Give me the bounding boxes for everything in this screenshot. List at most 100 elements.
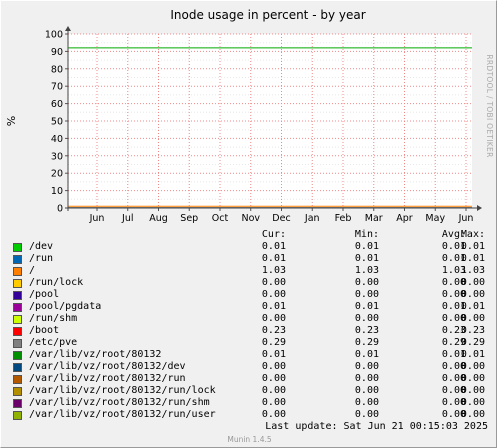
legend-cur-value: 0.00	[261, 361, 286, 372]
legend-min-value: 0.00	[354, 409, 379, 420]
legend-cur-value: 0.00	[261, 277, 286, 288]
x-tick-label: Dec	[272, 213, 290, 224]
legend-cur-value: 0.00	[261, 289, 286, 300]
y-tick-label: 60	[51, 99, 63, 110]
x-tick-label: Mar	[365, 213, 383, 224]
legend-max-value: 0.29	[460, 337, 485, 348]
legend-avg-value: 0.01	[441, 301, 466, 312]
x-tick-label: Sep	[180, 213, 198, 224]
legend-label: /run/shm	[29, 313, 78, 324]
legend-label: /run	[29, 253, 54, 264]
y-tick-label: 50	[51, 117, 63, 128]
legend-min-value: 0.01	[354, 253, 379, 264]
legend-swatch	[13, 339, 22, 348]
y-tick-label: 70	[51, 82, 63, 93]
legend-swatch	[13, 267, 22, 276]
y-tick-label: 20	[51, 169, 63, 180]
legend-cur-value: 0.00	[261, 373, 286, 384]
legend-min-value: 0.01	[354, 241, 379, 252]
legend-swatch	[13, 399, 22, 408]
legend-avg-value: 0.00	[441, 397, 466, 408]
legend-max-value: 0.00	[460, 373, 485, 384]
legend-label: /var/lib/vz/root/80132/run	[29, 373, 186, 384]
legend: Cur: Min: Avg: Max: /dev 0.01 0.01 0.01 0.01…	[13, 229, 489, 421]
legend-avg-value: 0.29	[441, 337, 466, 348]
legend-max-value: 0.00	[460, 313, 485, 324]
header-avg: Avg:	[441, 229, 466, 240]
chart-title: Inode usage in percent - by year	[170, 8, 365, 22]
legend-max-value: 0.01	[460, 241, 485, 252]
x-tick-label: Nov	[241, 213, 260, 224]
legend-row: /var/lib/vz/root/80132/dev 0.00 0.00 0.00 0.…	[13, 361, 489, 373]
x-tick-label: Oct	[212, 213, 229, 224]
legend-label: /var/lib/vz/root/80132	[29, 349, 162, 360]
legend-avg-value: 0.23	[441, 325, 466, 336]
legend-swatch	[13, 411, 22, 420]
legend-cur-value: 0.01	[261, 241, 286, 252]
header-max: Max:	[460, 229, 485, 240]
legend-min-value: 0.29	[354, 337, 379, 348]
legend-swatch	[13, 351, 22, 360]
y-tick-label: 30	[51, 151, 63, 162]
legend-min-value: 0.00	[354, 385, 379, 396]
legend-swatch	[13, 303, 22, 312]
legend-avg-value: 0.00	[441, 289, 466, 300]
legend-swatch	[13, 255, 22, 264]
legend-avg-value: 0.01	[441, 253, 466, 264]
legend-avg-value: 0.01	[441, 241, 466, 252]
legend-swatch	[13, 243, 22, 252]
legend-max-value: 0.23	[460, 325, 485, 336]
x-tick-label: May	[425, 213, 445, 224]
legend-max-value: 0.01	[460, 253, 485, 264]
y-tick-label: 80	[51, 64, 63, 75]
legend-avg-value: 1.03	[441, 265, 466, 276]
legend-row: /run/lock 0.00 0.00 0.00 0.00	[13, 277, 489, 289]
legend-header: Cur: Min: Avg: Max:	[13, 229, 489, 241]
legend-cur-value: 0.01	[261, 301, 286, 312]
legend-row: /var/lib/vz/root/80132/run/user 0.00 0.00 0…	[13, 409, 489, 421]
legend-cur-value: 0.00	[261, 385, 286, 396]
legend-row: /var/lib/vz/root/80132 0.01 0.01 0.01 0.01	[13, 349, 489, 361]
header-cur: Cur:	[261, 229, 286, 240]
x-axis-arrow	[477, 205, 482, 211]
x-tick-label: Apr	[396, 213, 413, 224]
legend-avg-value: 0.00	[441, 385, 466, 396]
x-tick-label: Feb	[335, 213, 352, 224]
legend-label: /var/lib/vz/root/80132/run/shm	[29, 397, 210, 408]
header-min: Min:	[354, 229, 379, 240]
legend-label: /var/lib/vz/root/80132/run/user	[29, 409, 216, 420]
legend-row: /etc/pve 0.29 0.29 0.29 0.29	[13, 337, 489, 349]
legend-avg-value: 0.01	[441, 349, 466, 360]
legend-min-value: 0.00	[354, 313, 379, 324]
legend-cur-value: 0.00	[261, 313, 286, 324]
legend-cur-value: 0.00	[261, 397, 286, 408]
legend-row: /run 0.01 0.01 0.01 0.01	[13, 253, 489, 265]
legend-cur-value: 0.29	[261, 337, 286, 348]
legend-label: /pool	[29, 289, 60, 300]
legend-row: /run/shm 0.00 0.00 0.00 0.00	[13, 313, 489, 325]
legend-cur-value: 0.00	[261, 409, 286, 420]
legend-label: /boot	[29, 325, 60, 336]
legend-swatch	[13, 375, 22, 384]
legend-min-value: 0.01	[354, 301, 379, 312]
legend-max-value: 0.00	[460, 385, 485, 396]
legend-swatch	[13, 363, 22, 372]
munin-version: Munin 1.4.5	[227, 435, 272, 444]
legend-min-value: 0.23	[354, 325, 379, 336]
legend-row: /var/lib/vz/root/80132/run/lock 0.00 0.00 0…	[13, 385, 489, 397]
legend-swatch	[13, 279, 22, 288]
y-tick-label: 100	[45, 30, 63, 41]
x-tick-label: Jun	[458, 213, 474, 224]
legend-max-value: 1.03	[460, 265, 485, 276]
legend-min-value: 1.03	[354, 265, 379, 276]
legend-cur-value: 0.01	[261, 349, 286, 360]
legend-min-value: 0.00	[354, 397, 379, 408]
legend-row: /var/lib/vz/root/80132/run 0.00 0.00 0.00 0.…	[13, 373, 489, 385]
y-axis-label: %	[5, 116, 18, 126]
legend-avg-value: 0.00	[441, 277, 466, 288]
y-tick-label: 40	[51, 134, 63, 145]
legend-max-value: 0.00	[460, 289, 485, 300]
legend-max-value: 0.01	[460, 301, 485, 312]
legend-row: /var/lib/vz/root/80132/run/shm 0.00 0.00 0.…	[13, 397, 489, 409]
